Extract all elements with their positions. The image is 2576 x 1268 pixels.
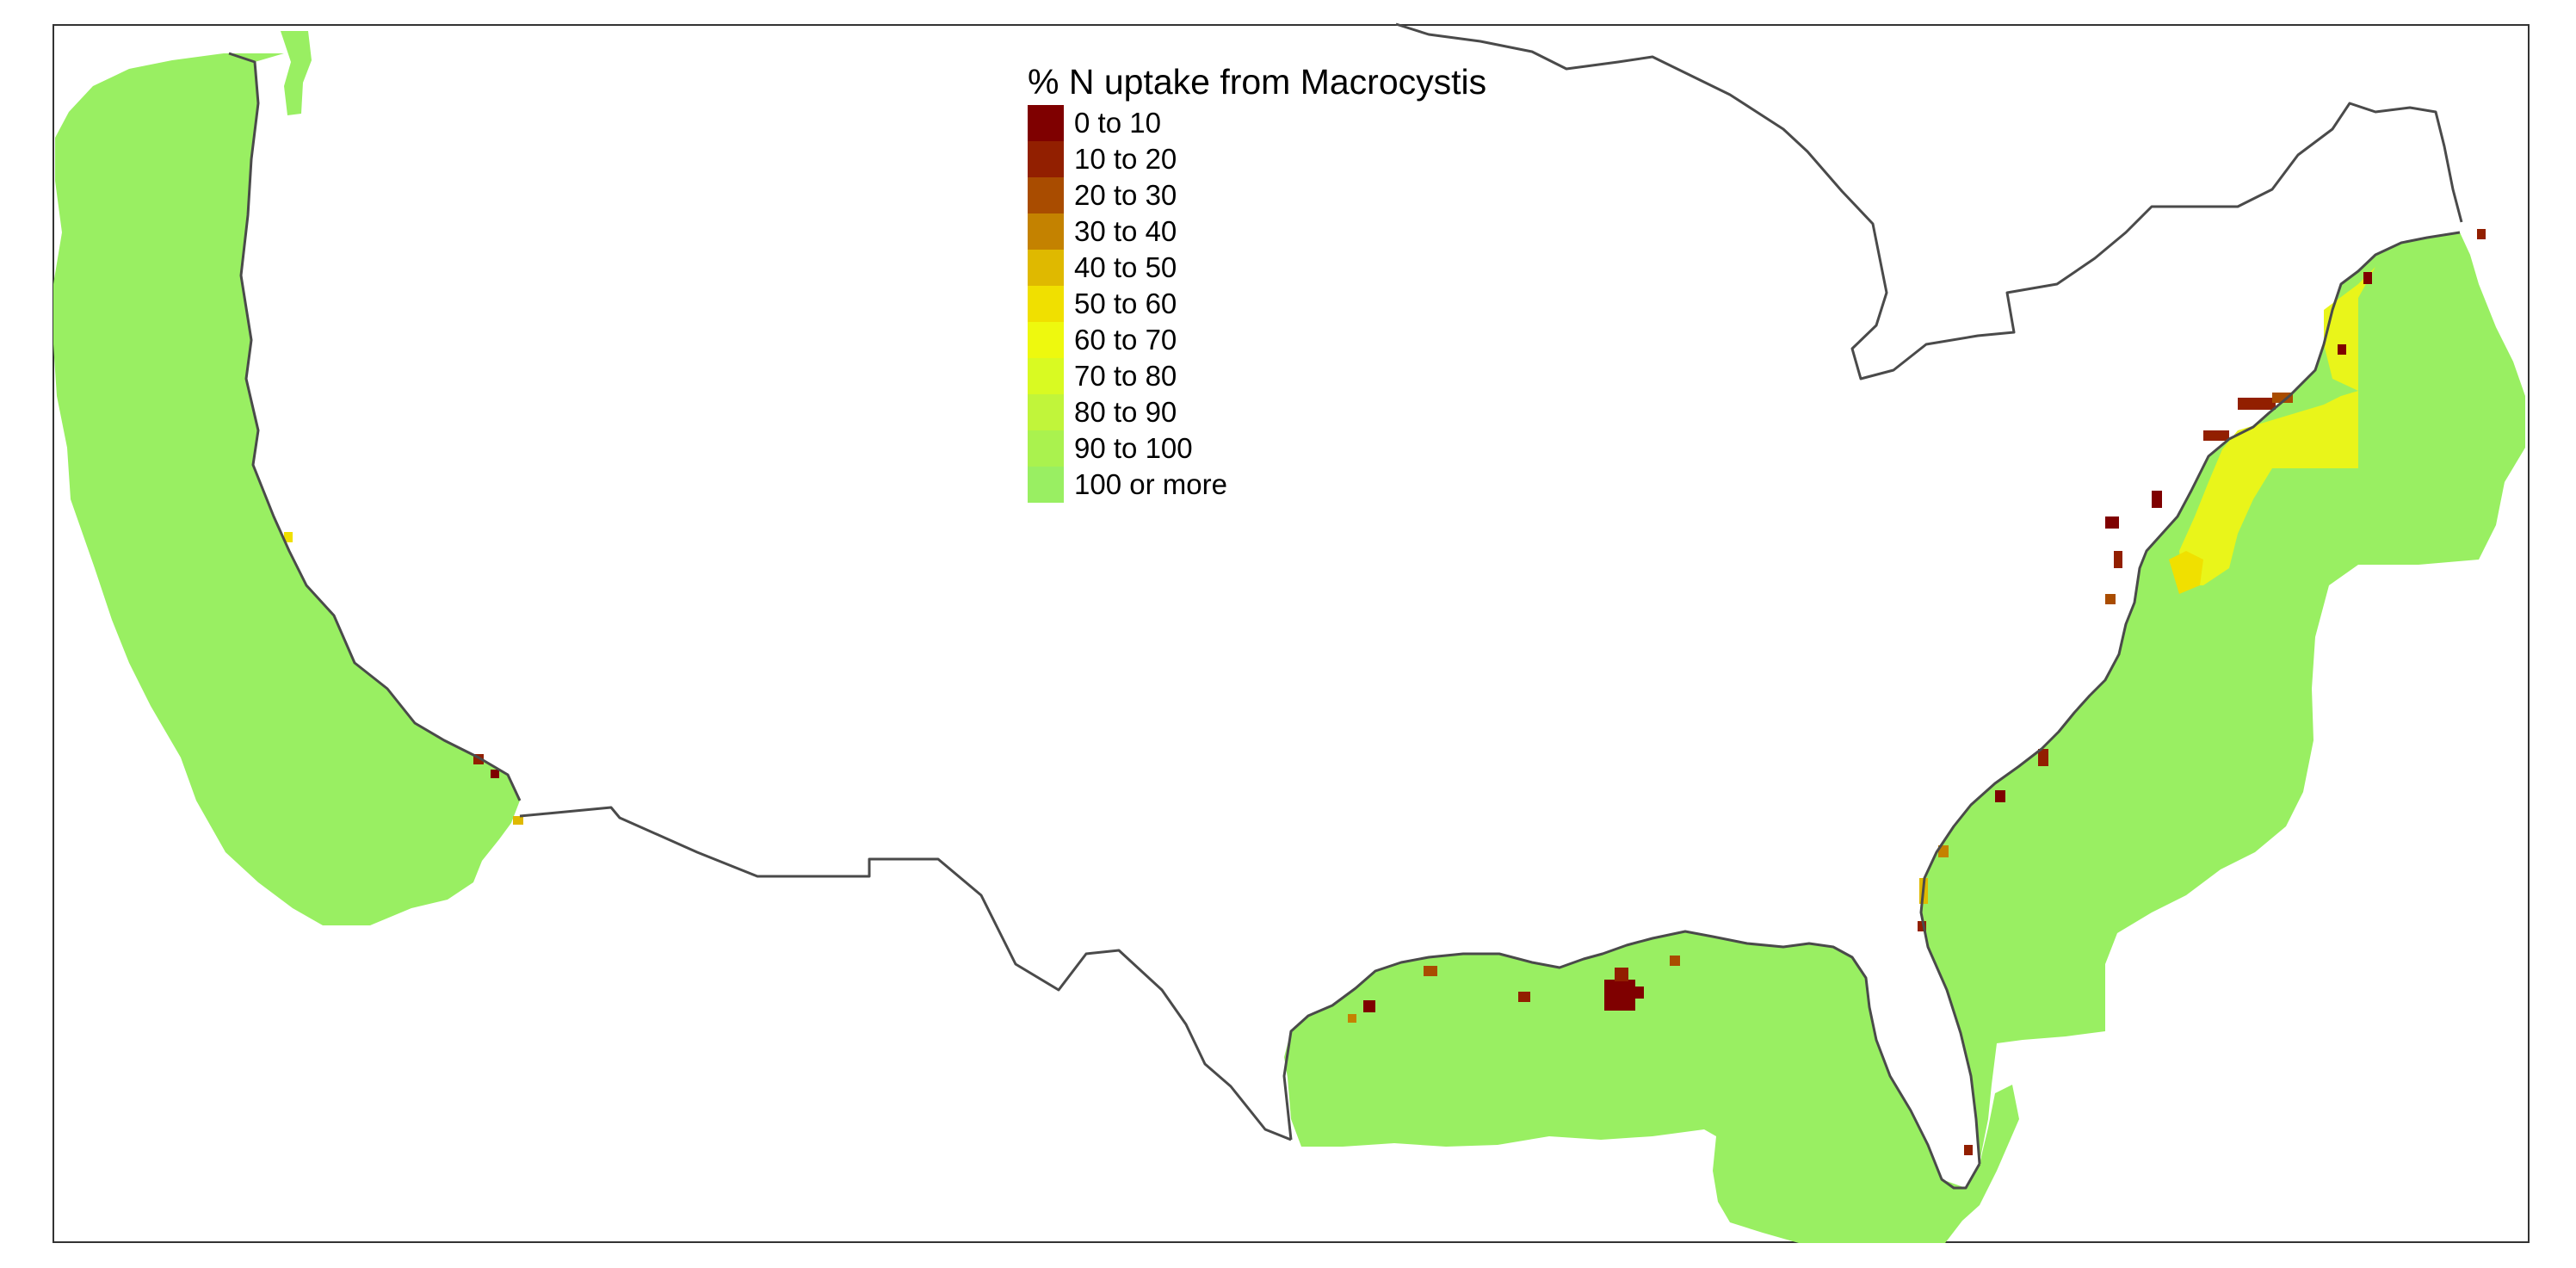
nj-hotspot — [2152, 491, 2162, 508]
coastline-lines — [228, 22, 2463, 1190]
savannah-hotspot — [1995, 790, 2005, 802]
canada-border — [1395, 22, 2463, 380]
west-coast-kelp-area — [53, 53, 520, 925]
legend-item: 90 to 100 — [1028, 430, 1544, 467]
atchafalaya-hotspot — [1518, 992, 1530, 1002]
legend-rows: 0 to 10 10 to 20 20 to 30 30 to 40 40 to 50 5… — [1028, 105, 1544, 503]
legend-item: 100 or more — [1028, 467, 1544, 503]
legend-swatch — [1028, 105, 1064, 141]
legend-label: 40 to 50 — [1074, 251, 1177, 283]
gulf-coastline — [1282, 930, 1981, 1190]
legend-label: 0 to 10 — [1074, 107, 1161, 139]
long-island-hotspot-2 — [2272, 393, 2293, 403]
legend-label: 10 to 20 — [1074, 143, 1177, 175]
legend-item: 0 to 10 — [1028, 105, 1544, 141]
san-diego-hotspot — [491, 770, 499, 778]
maine-hotspot — [2477, 229, 2486, 239]
miami-hotspot — [1964, 1145, 1973, 1155]
east-coast-kelp-area — [1921, 232, 2525, 1162]
long-island-hotspot — [2238, 398, 2276, 410]
puget-sound-kelp-area — [281, 31, 312, 115]
mobile-bay-hotspot — [1670, 956, 1680, 966]
legend-swatch — [1028, 394, 1064, 430]
legend-swatch — [1028, 177, 1064, 213]
legend-item: 60 to 70 — [1028, 322, 1544, 358]
ny-harbor-hotspot — [2203, 430, 2229, 441]
low-uptake-hotspots — [284, 229, 2486, 1155]
legend-swatch — [1028, 286, 1064, 322]
legend-label: 90 to 100 — [1074, 432, 1193, 464]
legend-label: 100 or more — [1074, 468, 1227, 500]
legend-item: 10 to 20 — [1028, 141, 1544, 177]
legend-swatch — [1028, 430, 1064, 467]
legend-label: 20 to 30 — [1074, 179, 1177, 211]
boston-hotspot — [2338, 344, 2346, 355]
delaware-hotspot — [2105, 516, 2119, 529]
virginia-hotspot — [2105, 594, 2116, 604]
legend-label: 60 to 70 — [1074, 324, 1177, 356]
mississippi-delta-hotspot-2 — [1615, 968, 1628, 981]
gulf-of-maine-hotspot — [2363, 272, 2372, 284]
san-diego-hotspot-2 — [513, 816, 523, 825]
sf-bay-hotspot — [284, 532, 293, 542]
gulf-coast-raster — [1284, 931, 2019, 1243]
sabine-hotspot — [1424, 966, 1437, 976]
carolina-hotspot — [2038, 749, 2048, 766]
mississippi-delta-hotspot — [1604, 980, 1635, 1011]
legend-title: % N uptake from Macrocystis — [1028, 62, 1487, 102]
florida-east-hotspot-2 — [1918, 921, 1926, 931]
west-coastline — [228, 52, 522, 801]
legend-item: 20 to 30 — [1028, 177, 1544, 213]
delaware-bay-yellow-area — [2169, 551, 2203, 594]
legend-item: 80 to 90 — [1028, 394, 1544, 430]
legend-label: 70 to 80 — [1074, 360, 1177, 392]
jacksonville-hotspot — [1938, 845, 1949, 857]
galveston-hotspot — [1363, 1000, 1375, 1012]
mississippi-delta-hotspot-3 — [1632, 987, 1644, 999]
legend-label: 80 to 90 — [1074, 396, 1177, 428]
mid-atlantic-yellow-area — [2179, 391, 2358, 585]
legend-item: 30 to 40 — [1028, 213, 1544, 250]
legend-label: 30 to 40 — [1074, 215, 1177, 247]
legend-item: 50 to 60 — [1028, 286, 1544, 322]
chesapeake-hotspot — [2114, 551, 2122, 568]
west-coast-raster — [53, 31, 520, 925]
legend-swatch — [1028, 467, 1064, 503]
legend-swatch — [1028, 322, 1064, 358]
matagorda-hotspot — [1348, 1014, 1356, 1023]
east-coastline — [1919, 231, 2461, 1165]
legend-swatch — [1028, 250, 1064, 286]
legend-label: 50 to 60 — [1074, 288, 1177, 319]
east-coast-raster — [1921, 232, 2525, 1162]
long-island-sound-yellow-area — [2324, 267, 2375, 391]
mexico-border — [519, 806, 1292, 1141]
legend-swatch — [1028, 141, 1064, 177]
legend-item: 40 to 50 — [1028, 250, 1544, 286]
legend-swatch — [1028, 213, 1064, 250]
gulf-kelp-area — [1284, 931, 2019, 1243]
legend-swatch — [1028, 358, 1064, 394]
legend-item: 70 to 80 — [1028, 358, 1544, 394]
map-legend: % N uptake from Macrocystis 0 to 10 10 to… — [1028, 59, 1544, 503]
